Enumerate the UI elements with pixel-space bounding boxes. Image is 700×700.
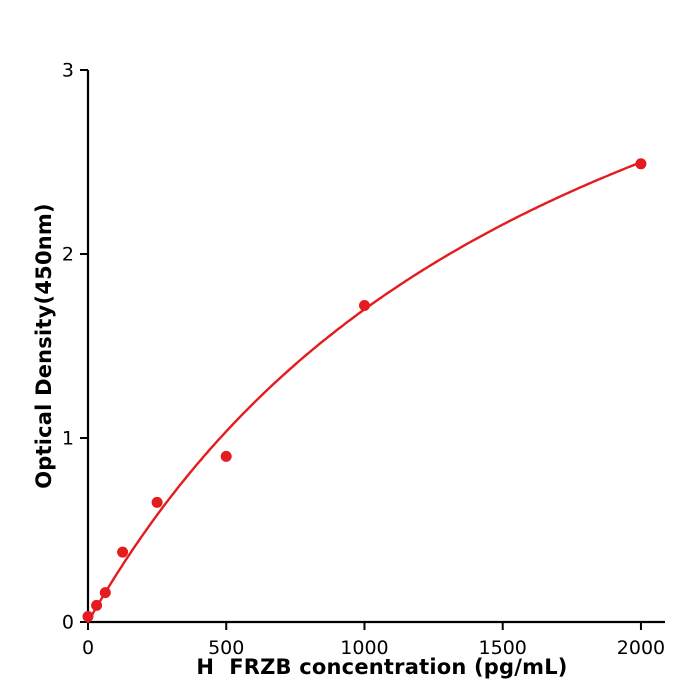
fit-curve	[86, 161, 643, 624]
x-tick-label: 0	[82, 637, 94, 659]
data-point	[117, 546, 129, 558]
x-tick-label: 500	[208, 637, 244, 659]
y-tick-label: 0	[62, 611, 74, 633]
y-tick-label: 1	[62, 427, 74, 449]
y-axis-label: Optical Density(450nm)	[32, 203, 56, 489]
x-tick-label: 2000	[617, 637, 665, 659]
x-tick-label: 1500	[479, 637, 527, 659]
data-point	[91, 599, 103, 611]
axes-spines	[86, 70, 665, 624]
y-tick-label: 3	[62, 59, 74, 81]
data-point	[151, 496, 163, 508]
data-point	[82, 611, 94, 622]
x-axis-label: H FRZB concentration (pg/mL)	[196, 655, 568, 679]
y-tick-label: 2	[62, 243, 74, 265]
data-point	[99, 587, 111, 599]
x-tick-label: 1000	[340, 637, 388, 659]
data-point	[635, 158, 647, 170]
data-point	[220, 450, 232, 462]
data-point	[359, 300, 370, 311]
